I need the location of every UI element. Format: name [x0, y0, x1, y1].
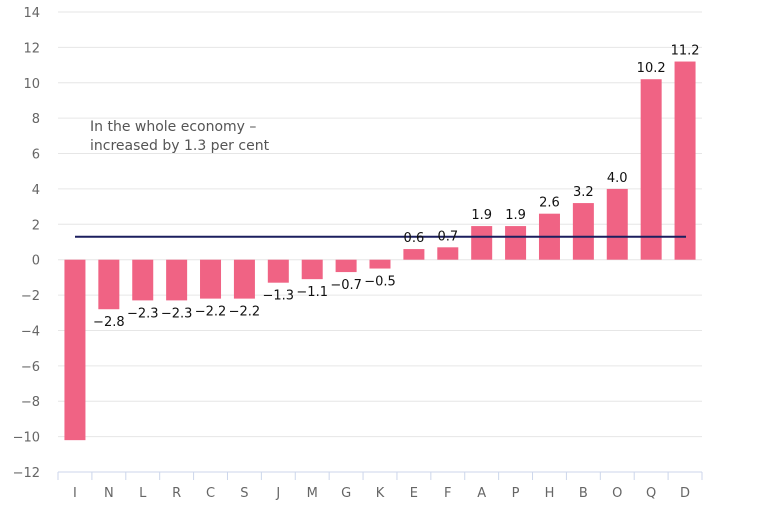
y-tick-label: 4 — [32, 183, 40, 198]
bar-B — [572, 203, 594, 260]
data-label: 1.9 — [471, 208, 492, 223]
x-tick-label: C — [206, 486, 215, 501]
y-tick-label: −10 — [13, 431, 40, 446]
grid-lines — [58, 11, 702, 473]
y-tick-label: −4 — [21, 324, 40, 339]
y-tick-label: 10 — [23, 77, 40, 92]
x-tick-label: R — [172, 486, 181, 501]
bar-L — [132, 259, 154, 301]
x-tick-label: F — [444, 486, 451, 501]
x-tick-label: O — [612, 486, 622, 501]
x-tick-label: S — [240, 486, 248, 501]
x-tick-label: K — [376, 486, 385, 501]
bar-F — [437, 247, 459, 260]
y-tick-label: −2 — [21, 289, 40, 304]
bar-K — [369, 259, 391, 269]
y-tick-label: −8 — [21, 395, 40, 410]
data-label: 2.6 — [539, 196, 560, 211]
bar-N — [98, 259, 120, 310]
x-tick-label: E — [410, 486, 418, 501]
y-tick-label: 6 — [32, 148, 40, 163]
data-label: 3.2 — [573, 185, 594, 200]
x-tick-label: M — [307, 486, 318, 501]
bar-I — [64, 259, 86, 441]
y-axis-tick-labels: 14 12 10 8 6 4 2 0 −2 −4 −6 −8 −10 −12 — [13, 6, 40, 481]
x-tick-label: P — [512, 486, 520, 501]
bar-J — [267, 259, 289, 283]
y-tick-label: 8 — [32, 112, 40, 127]
data-label: 1.9 — [505, 208, 526, 223]
data-labels: −2.8−2.3 −2.3 −2.2 −2.2−1.3 −1.1 −0.7 −0.50.6 0… — [93, 44, 699, 331]
x-tick-label: B — [579, 486, 588, 501]
x-tick-label: Q — [646, 486, 656, 501]
data-label: −2.3 — [127, 306, 159, 321]
data-label: −1.3 — [263, 289, 295, 304]
data-label: −1.1 — [296, 285, 328, 300]
y-tick-label: 2 — [32, 218, 40, 233]
x-tick-label: L — [139, 486, 147, 501]
bar-R — [166, 259, 188, 301]
bar-O — [606, 188, 628, 260]
y-tick-label: −6 — [21, 360, 40, 375]
data-label: −2.3 — [161, 306, 193, 321]
data-label: −0.7 — [330, 278, 362, 293]
bar-D — [674, 61, 696, 260]
bar-M — [301, 259, 323, 280]
data-label: −2.8 — [93, 315, 125, 330]
bar-P — [505, 226, 527, 260]
bar-A — [471, 226, 493, 260]
x-tick-label: A — [477, 486, 486, 501]
data-label: 11.2 — [671, 44, 700, 59]
data-label: −2.2 — [229, 305, 261, 320]
data-label: 0.6 — [404, 231, 425, 246]
bar-E — [403, 249, 425, 260]
data-label: 0.7 — [437, 229, 458, 244]
bar-S — [233, 259, 255, 299]
y-tick-label: −12 — [13, 466, 40, 481]
annotation-line-2: increased by 1.3 per cent — [90, 138, 270, 154]
data-label: −0.5 — [364, 275, 396, 290]
data-label: 10.2 — [637, 61, 666, 76]
data-label: 4.0 — [607, 171, 628, 186]
y-tick-label: 0 — [32, 254, 40, 269]
x-tick-label: D — [680, 486, 690, 501]
x-tick-label: N — [104, 486, 114, 501]
x-tick-label: G — [341, 486, 351, 501]
bar-G — [335, 259, 357, 273]
annotation-line-1: In the whole economy – — [90, 119, 256, 135]
bars — [64, 61, 696, 441]
x-tick-label: I — [73, 486, 77, 501]
bar-C — [200, 259, 222, 299]
y-tick-label: 14 — [23, 6, 40, 21]
bar-Q — [640, 79, 662, 260]
data-label: −2.2 — [195, 305, 227, 320]
x-tick-label: J — [275, 486, 280, 501]
y-tick-label: 12 — [23, 41, 40, 56]
x-tick-label: H — [545, 486, 555, 501]
